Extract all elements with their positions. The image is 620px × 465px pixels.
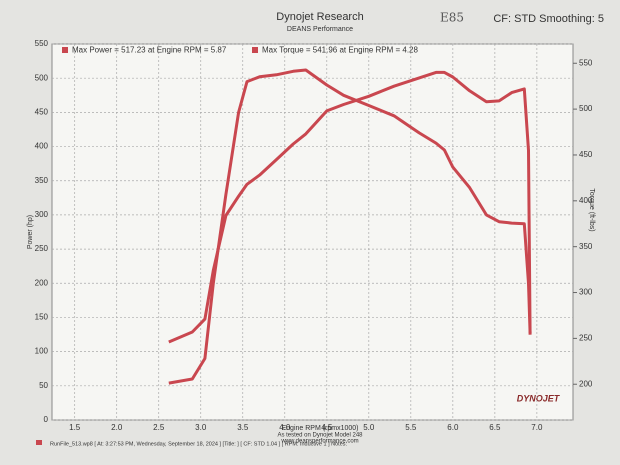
y-tick-label: 100 — [35, 347, 49, 356]
y2-tick-label: 350 — [579, 242, 593, 251]
y-tick-label: 400 — [35, 142, 49, 151]
x-tick-label: 1.5 — [69, 423, 81, 432]
y-tick-label: 450 — [35, 107, 49, 116]
x-tick-label: 5.5 — [405, 423, 417, 432]
subtitle: DEANS Performance — [287, 26, 353, 33]
chart-title: Dynojet Research — [276, 11, 363, 23]
x-tick-label: 6.5 — [489, 423, 501, 432]
x-tick-label: 4.5 — [321, 423, 333, 432]
y2-tick-label: 500 — [579, 104, 593, 113]
x-tick-label: 6.0 — [447, 423, 459, 432]
y-tick-label: 200 — [35, 278, 49, 287]
legend-swatch — [62, 47, 68, 53]
footer-swatch — [36, 440, 42, 445]
x-tick-label: 7.0 — [531, 423, 543, 432]
y-tick-label: 250 — [35, 244, 49, 253]
y2-tick-label: 550 — [579, 58, 593, 67]
x-tick-label: 5.0 — [363, 423, 375, 432]
logo: DYNOJET — [517, 393, 561, 403]
header-right: CF: STD Smoothing: 5 — [493, 13, 604, 25]
y2-axis-label: Torque (ft-lbs) — [588, 188, 595, 231]
series-line — [168, 70, 532, 344]
legend-label: Max Torque = 541.96 at Engine RPM = 4.28 — [262, 46, 419, 55]
y-tick-label: 300 — [35, 210, 49, 219]
legend-swatch — [252, 47, 258, 53]
y-tick-label: 0 — [44, 415, 49, 424]
handwritten-note: E85 — [440, 11, 464, 25]
y2-tick-label: 400 — [579, 196, 593, 205]
legend-label: Max Power = 517.23 at Engine RPM = 5.87 — [72, 46, 227, 55]
y-tick-label: 50 — [39, 381, 48, 390]
annotation: www.deansperformance.com — [280, 439, 358, 445]
y-tick-label: 500 — [35, 73, 49, 82]
x-tick-label: 2.5 — [153, 423, 165, 432]
annotation: As tested on Dynojet Model 248 — [277, 433, 363, 439]
y2-tick-label: 300 — [579, 288, 593, 297]
x-axis-label: Engine RPM (rpmx1000) — [281, 425, 358, 432]
x-tick-label: 4.0 — [279, 423, 291, 432]
footer: RunFile_513.wp8 [ At: 3:27:53 PM, Wednes… — [50, 441, 348, 447]
x-tick-label: 3.0 — [195, 423, 207, 432]
x-tick-label: 2.0 — [111, 423, 123, 432]
y-axis-label: Power (hp) — [27, 215, 34, 249]
y2-tick-label: 450 — [579, 150, 593, 159]
y-tick-label: 350 — [35, 176, 49, 185]
y-tick-label: 150 — [35, 313, 49, 322]
y2-tick-label: 200 — [579, 379, 593, 388]
plot-area — [51, 43, 574, 421]
y2-tick-label: 250 — [579, 333, 593, 342]
y-tick-label: 550 — [35, 39, 49, 48]
x-tick-label: 3.5 — [237, 423, 249, 432]
